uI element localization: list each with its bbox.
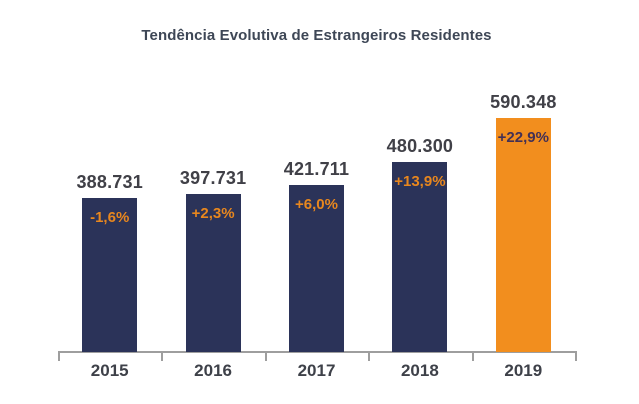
- category-label-2016: 2016: [194, 361, 232, 380]
- chart-title: Tendência Evolutiva de Estrangeiros Resi…: [141, 27, 492, 44]
- category-label-2018: 2018: [400, 361, 439, 380]
- x-axis-tick: [575, 351, 577, 361]
- value-label-2016: 397.731: [179, 168, 247, 188]
- x-axis-tick: [161, 351, 164, 361]
- bar-2017: [289, 185, 344, 352]
- pct-change-label-2019: +22,9%: [497, 129, 549, 146]
- pct-change-label-2016: +2,3%: [191, 205, 235, 222]
- bar-2016: [185, 194, 241, 352]
- value-label-2017: 421.711: [283, 159, 350, 179]
- pct-change-label-2017: +6,0%: [295, 196, 338, 213]
- x-axis-tick: [368, 351, 371, 361]
- x-axis-tick: [264, 351, 267, 361]
- value-label-2019: 590.348: [490, 92, 557, 112]
- pct-change-label-2018: +13,9%: [394, 173, 446, 190]
- category-label-2017: 2017: [297, 361, 336, 380]
- category-label-2015: 2015: [90, 361, 129, 380]
- x-axis-tick: [471, 351, 474, 361]
- pct-change-label-2015: -1,6%: [90, 209, 130, 226]
- bar-2018: [392, 162, 448, 352]
- category-label-2019: 2019: [504, 361, 543, 380]
- x-axis-tick: [58, 351, 60, 361]
- bar-2019: [495, 118, 551, 352]
- value-label-2015: 388.731: [76, 172, 143, 192]
- x-axis-line: [58, 351, 577, 353]
- bar-2015: [82, 198, 138, 352]
- value-label-2018: 480.300: [386, 136, 454, 156]
